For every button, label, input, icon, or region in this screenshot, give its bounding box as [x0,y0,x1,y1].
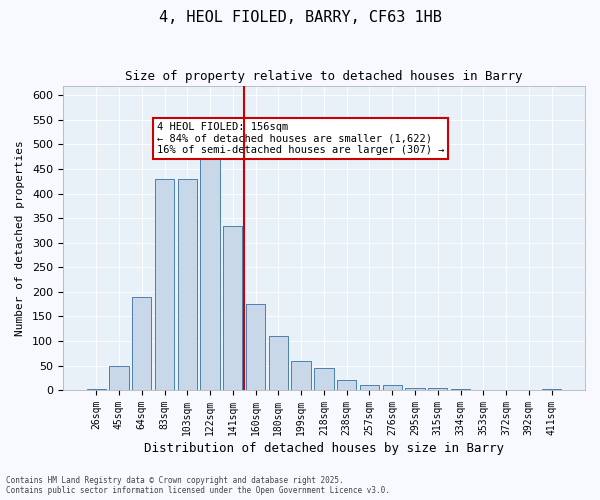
Bar [428,388,448,390]
Text: 4 HEOL FIOLED: 156sqm
← 84% of detached houses are smaller (1,622)
16% of semi-d: 4 HEOL FIOLED: 156sqm ← 84% of detached … [157,122,444,156]
Bar [451,389,470,390]
Bar [155,179,174,390]
X-axis label: Distribution of detached houses by size in Barry: Distribution of detached houses by size … [144,442,504,455]
Bar [405,388,425,390]
Y-axis label: Number of detached properties: Number of detached properties [15,140,25,336]
Text: 4, HEOL FIOLED, BARRY, CF63 1HB: 4, HEOL FIOLED, BARRY, CF63 1HB [158,10,442,25]
Title: Size of property relative to detached houses in Barry: Size of property relative to detached ho… [125,70,523,83]
Bar [292,360,311,390]
Bar [246,304,265,390]
Bar [178,179,197,390]
Bar [132,297,151,390]
Bar [86,388,106,390]
Bar [200,154,220,390]
Bar [360,385,379,390]
Bar [542,388,561,390]
Bar [337,380,356,390]
Bar [269,336,288,390]
Bar [109,366,128,390]
Text: Contains HM Land Registry data © Crown copyright and database right 2025.
Contai: Contains HM Land Registry data © Crown c… [6,476,390,495]
Bar [314,368,334,390]
Bar [383,385,402,390]
Bar [223,226,242,390]
